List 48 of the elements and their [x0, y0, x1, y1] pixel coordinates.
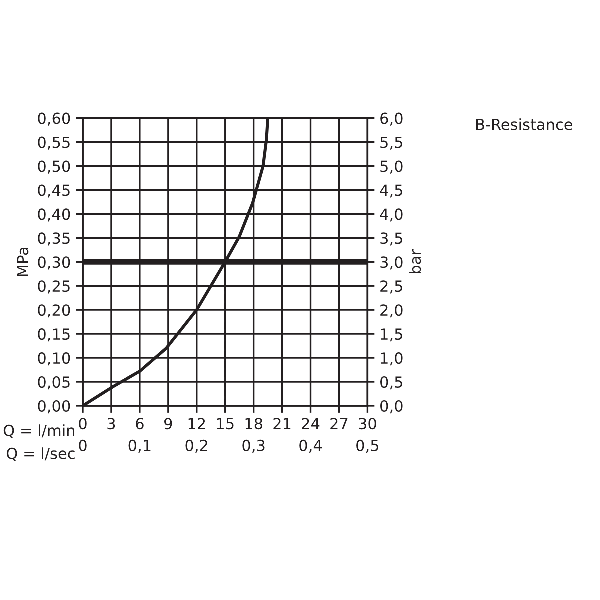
x-tick-label: 3: [108, 418, 116, 430]
y-tick-label: 0,00: [38, 400, 70, 414]
y-tick-label: 0,60: [38, 112, 70, 126]
x-tick-label: 21: [274, 418, 291, 430]
y-tick-label: 0,05: [38, 376, 70, 390]
y2-tick-label: 4,5: [380, 184, 402, 198]
y2-tick-label: 4,0: [380, 208, 403, 222]
x-axis-title: Q = l/min: [4, 424, 75, 438]
x-tick-label: 9: [164, 418, 172, 430]
y2-tick-label: 0,0: [380, 400, 403, 414]
y2-tick-label: 1,0: [381, 352, 403, 366]
x2-tick-label: 0,2: [186, 440, 208, 454]
y2-tick-label: 0,5: [380, 376, 402, 390]
y2-tick-label: 2,5: [380, 280, 402, 294]
x-tick-label: 30: [359, 418, 376, 430]
y-tick-label: 0,55: [38, 136, 70, 150]
x2-tick-label: 0,5: [356, 440, 379, 454]
y2-axis-title: bar: [409, 249, 422, 274]
text: B-Resistance: [476, 118, 573, 130]
x-tick-label: 12: [188, 418, 206, 430]
y-tick-label: 0,10: [38, 352, 70, 366]
y2-tick-label: 1,5: [381, 328, 402, 342]
y2-tick-label: 6,0: [380, 112, 403, 126]
y-tick-label: 0,15: [38, 328, 70, 342]
y2-tick-label: 5,0: [380, 160, 403, 174]
y2-tick-label: 5,5: [380, 136, 402, 150]
y-tick-label: 0,35: [38, 232, 70, 246]
y2-tick-label: 3,5: [380, 232, 402, 246]
x2-tick-label: 0,1: [128, 440, 151, 454]
x2-axis-title: Q = l/sec: [6, 448, 75, 462]
y2-tick-label: 3,0: [380, 256, 403, 270]
y-tick-label: 0,25: [38, 280, 70, 294]
y-tick-label: 0,45: [38, 184, 70, 198]
y-tick-label: 0,40: [38, 208, 70, 222]
y2-tick-label: 2,0: [380, 304, 403, 318]
x2-tick-label: 0: [79, 440, 87, 452]
x-tick-label: 24: [302, 418, 320, 430]
y-tick-label: 0,30: [38, 256, 70, 270]
y-tick-label: 0,50: [38, 160, 70, 174]
x-tick-label: 18: [246, 418, 262, 430]
x2-tick-label: 0,4: [300, 440, 322, 454]
x-tick-label: 27: [330, 418, 348, 430]
x-tick-label: 0: [79, 418, 87, 430]
y-axis-title: MPa: [17, 248, 29, 276]
y-tick-label: 0,20: [38, 304, 70, 318]
x2-tick-label: 0,3: [242, 440, 265, 454]
x-tick-label: 15: [217, 418, 234, 430]
x-tick-label: 6: [136, 418, 144, 430]
